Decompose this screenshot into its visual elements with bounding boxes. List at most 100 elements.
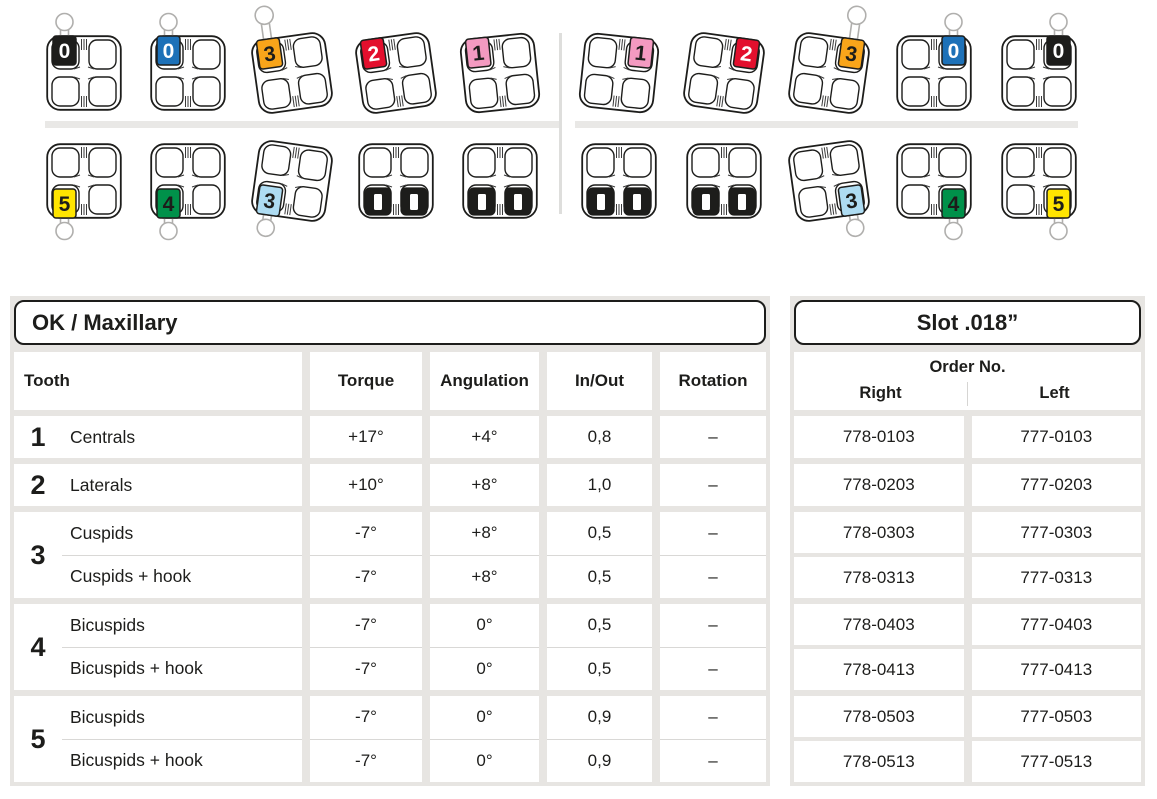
column-header-torque: Torque (310, 352, 422, 410)
order-number-cell: 777-0513 (971, 741, 1141, 782)
midline-divider (559, 33, 562, 214)
table-cell-value: -7° (310, 554, 422, 599)
bracket-diagram: 0 0 3 2 1 1 2 3 0 0 5 4 3 3 4 5 (0, 0, 1157, 270)
table-cell-value: 0,5 (547, 554, 652, 599)
svg-text:3: 3 (262, 189, 277, 213)
rotation-cell: – – (660, 604, 766, 690)
table-cell-value: +17° (348, 427, 384, 446)
table-cell-value: 0° (430, 646, 539, 691)
table-cell-value: Cuspids + hook (62, 554, 302, 599)
in_out-cell: 0,5 0,5 (547, 512, 652, 598)
table-cell-value: -7° (310, 738, 422, 783)
table-cell-value: 1,0 (587, 475, 612, 494)
table-cell-value: 0° (476, 707, 493, 727)
bracket-tooth-0: 0 (46, 12, 122, 111)
order-row-group: 778-0203 777-0203 (794, 464, 1141, 506)
bracket-tooth-0: 0 (1001, 12, 1077, 111)
torque-cell: -7° -7° (310, 512, 422, 598)
table-cell-value: Bicuspids + hook (62, 738, 302, 783)
bracket-tooth-3: 3 (249, 138, 335, 238)
tooth-number: 5 (30, 723, 46, 754)
order-number-cell: 777-0203 (971, 464, 1141, 506)
column-header-rotation: Rotation (660, 352, 766, 410)
table-cell-value: Centrals (70, 426, 136, 447)
svg-text:2: 2 (739, 42, 754, 66)
table-cell-value: Laterals (70, 474, 133, 495)
tooth-cell: 3 Cuspids Cuspids + hook (14, 512, 302, 598)
order-row-group: 778-0303 777-0303 778-0313 777-0313 (794, 512, 1141, 598)
angulation-cell: +4° (430, 416, 539, 458)
tooth-number: 3 (30, 539, 46, 570)
tooth-number: 2 (30, 469, 46, 500)
table-cell-value: +8° (430, 554, 539, 599)
svg-text:1: 1 (471, 42, 485, 66)
slot-title-label: Slot .018” (916, 309, 1019, 335)
svg-text:5: 5 (59, 193, 71, 216)
table-cell-value: -7° (355, 615, 377, 635)
bracket-tooth-1: 1 (577, 31, 661, 115)
table-cell-value: +4° (471, 427, 498, 446)
table-cell-value: -7° (310, 646, 422, 691)
in_out-cell: 1,0 (547, 464, 652, 506)
svg-text:1: 1 (634, 42, 648, 66)
svg-text:4: 4 (163, 193, 175, 216)
bracket-tooth-0: 0 (150, 12, 226, 111)
table-cell-value: +10° (348, 475, 384, 494)
order-number-cell: 777-0503 (971, 696, 1141, 737)
order-number-cell: 777-0413 (971, 649, 1141, 690)
molar-bracket (358, 143, 434, 219)
angulation-cell: +8° (430, 464, 539, 506)
order-row-group: 778-0403 777-0403 778-0413 777-0413 (794, 604, 1141, 690)
svg-text:4: 4 (948, 193, 960, 216)
svg-text:2: 2 (366, 42, 381, 66)
order-number-cell: 778-0303 (794, 512, 964, 553)
table-cell-value: Bicuspids (70, 706, 145, 727)
angulation-cell: 0° 0° (430, 604, 539, 690)
table-cell-value: – (660, 646, 766, 691)
tooth-labels: Laterals (62, 464, 302, 506)
order-number-cell: 778-0313 (794, 557, 964, 598)
order-header: Order No. Right Left (794, 352, 1141, 410)
order-panel: Slot .018” Order No. Right Left 778-0103… (790, 296, 1145, 786)
tooth-labels: Bicuspids Bicuspids + hook (62, 604, 302, 690)
bracket-tooth-2: 2 (681, 30, 767, 116)
table-cell-value: 0,8 (587, 427, 612, 446)
rotation-cell: – (660, 416, 766, 458)
tooth-number: 4 (30, 631, 46, 662)
order-row-group: 778-0503 777-0503 778-0513 777-0513 (794, 696, 1141, 782)
svg-text:0: 0 (59, 40, 71, 63)
svg-text:3: 3 (262, 42, 277, 66)
table-cell-value: – (708, 427, 718, 446)
tooth-labels: Bicuspids Bicuspids + hook (62, 696, 302, 782)
angulation-cell: 0° 0° (430, 696, 539, 782)
table-cell-value: 0° (476, 615, 493, 635)
table-title: OK / Maxillary (14, 300, 766, 345)
svg-text:0: 0 (1053, 40, 1065, 63)
table-cell-value: Bicuspids + hook (62, 646, 302, 691)
svg-text:0: 0 (948, 40, 960, 63)
table-cell-value: – (660, 554, 766, 599)
table-cell-value: -7° (355, 707, 377, 727)
table-cell-value: 0,9 (587, 707, 612, 727)
table-cell-value: – (708, 475, 718, 494)
bracket-tooth-3: 3 (249, 5, 335, 116)
bracket-tooth-3: 3 (786, 138, 872, 238)
table-cell-value: 0,5 (587, 615, 612, 635)
rotation-cell: – (660, 464, 766, 506)
table-cell-value: Bicuspids (70, 614, 145, 635)
order-number-cell: 777-0103 (971, 416, 1141, 458)
tooth-labels: Cuspids Cuspids + hook (62, 512, 302, 598)
order-number-cell: 777-0303 (971, 512, 1141, 553)
table-cell-value: – (708, 523, 718, 543)
column-header-inout: In/Out (547, 352, 652, 410)
table-cell-value: – (708, 707, 718, 727)
molar-bracket (462, 143, 538, 219)
table-cell-value: 0,9 (547, 738, 652, 783)
row-divider-left (45, 121, 560, 128)
rotation-cell: – – (660, 512, 766, 598)
in_out-cell: 0,5 0,5 (547, 604, 652, 690)
angulation-cell: +8° +8° (430, 512, 539, 598)
table-cell-value: – (708, 615, 718, 635)
tooth-cell: 2 Laterals (14, 464, 302, 506)
